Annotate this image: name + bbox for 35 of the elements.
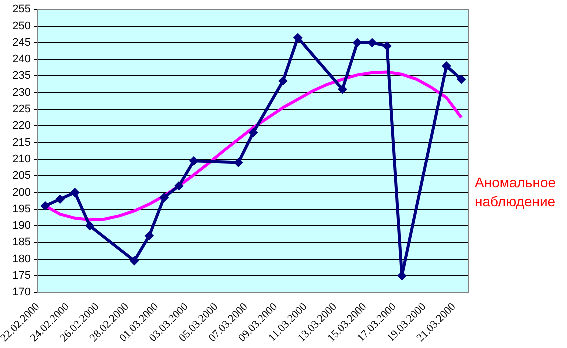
point [130, 256, 140, 266]
point [56, 194, 65, 204]
point [160, 193, 169, 202]
y-tick-label: 200 [12, 186, 31, 199]
point [294, 33, 303, 42]
y-tick-label: 180 [12, 253, 31, 266]
y-tick-label: 245 [12, 36, 31, 49]
y-tick-label: 250 [12, 20, 31, 32]
point [40, 202, 50, 211]
y-tick-label: 185 [12, 236, 31, 249]
point [234, 158, 244, 168]
point [144, 232, 154, 241]
y-tick-label: 175 [12, 270, 31, 282]
point [338, 85, 348, 94]
point [278, 76, 288, 86]
text: Аномальное наблюдение [475, 174, 556, 210]
y-tick-label: 170 [12, 286, 31, 299]
point [442, 62, 452, 71]
point [174, 182, 184, 191]
point [249, 128, 258, 138]
y-tick-label: 225 [12, 104, 31, 116]
y-tick-label: 195 [12, 203, 31, 216]
y-tick-label: 235 [12, 70, 31, 82]
point [70, 188, 80, 198]
point [457, 75, 466, 84]
y-tick-label: 205 [12, 170, 31, 182]
y-tick-label: 255 [12, 4, 31, 16]
y-tick-label: 230 [12, 86, 31, 99]
y-tick-label: 215 [12, 136, 31, 149]
y-tick-label: 210 [12, 153, 31, 166]
y-tick-label: 190 [12, 220, 31, 232]
y-tick-label: 220 [12, 120, 31, 132]
point [86, 222, 95, 231]
point [382, 42, 392, 51]
y-tick-label: 240 [12, 54, 31, 66]
